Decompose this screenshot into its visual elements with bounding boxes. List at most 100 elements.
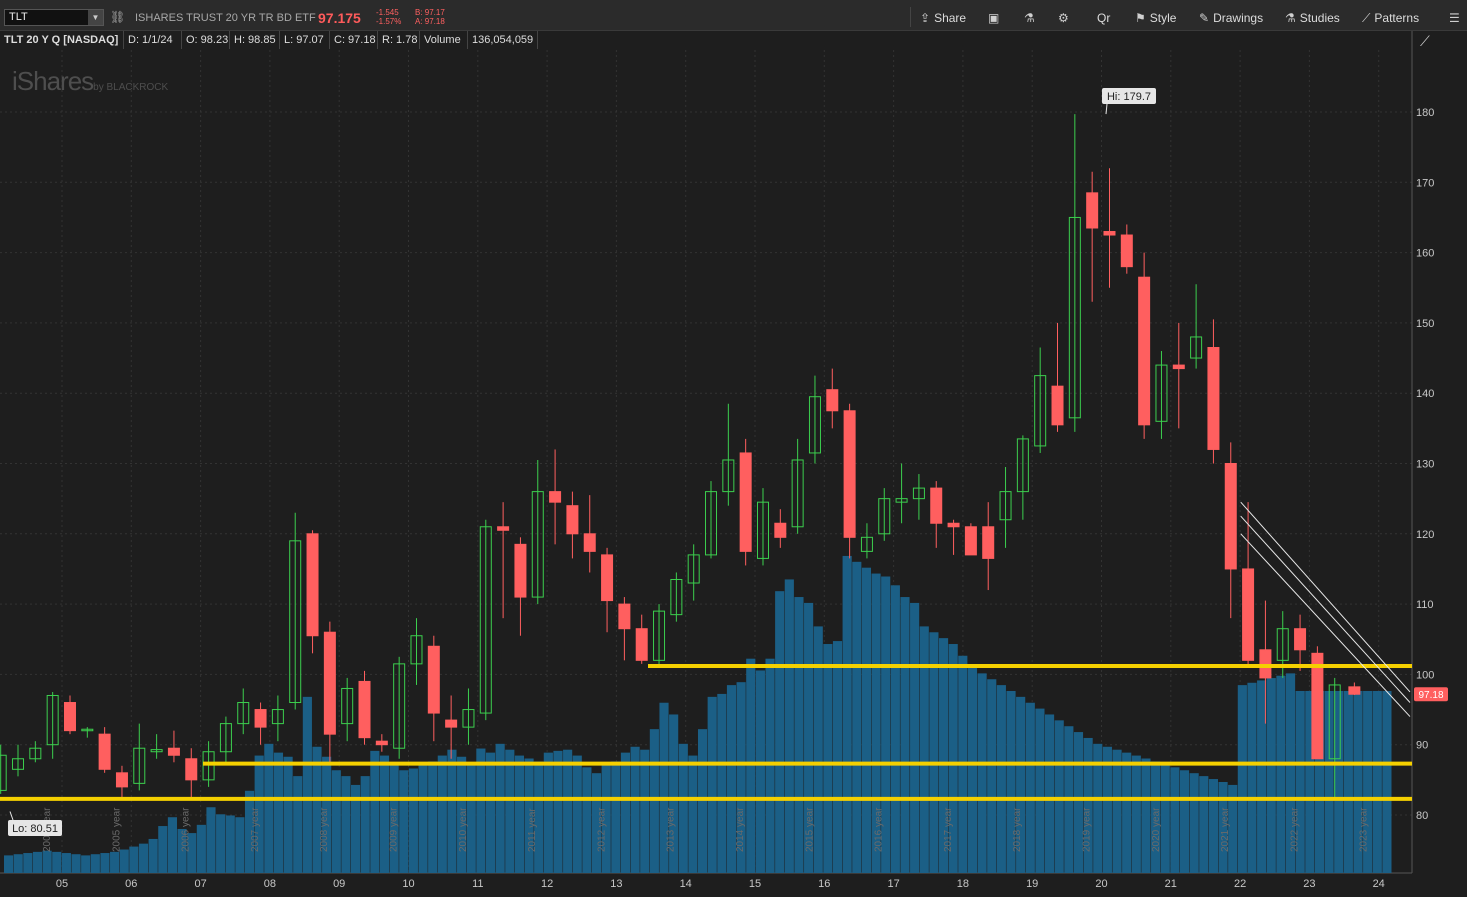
settings-button[interactable]: ⚙ (1058, 11, 1073, 25)
candle (999, 467, 1012, 548)
trend-channel[interactable] (1240, 501, 1411, 717)
chart-snapshot-button[interactable]: ▣ (988, 11, 1003, 25)
symbol-input[interactable]: TLT ▼ (4, 9, 104, 26)
volume-bar (1093, 743, 1103, 873)
volume-bar (1382, 690, 1392, 873)
flask-button[interactable]: ⚗ (1024, 11, 1039, 25)
candle-body (1086, 192, 1099, 229)
candle (843, 403, 856, 559)
volume-bar (71, 854, 81, 873)
volume-bar (90, 854, 100, 873)
year-marker: 2020 year (1151, 807, 1162, 852)
time-tick-label: 22 (1234, 878, 1246, 890)
toolbar-separator (910, 7, 911, 27)
candle (254, 702, 267, 745)
volume-bar (765, 658, 775, 873)
time-tick-label: 06 (125, 878, 137, 890)
low-label-pointer (9, 811, 14, 821)
candle-body (237, 702, 250, 725)
candle-body (462, 709, 475, 728)
candle (427, 635, 440, 742)
info-open: O: 98.23 (182, 31, 230, 49)
info-date: D: 1/1/24 (124, 31, 182, 49)
candle (1348, 682, 1361, 695)
drawing-tool-icon[interactable]: ⟋ (1420, 33, 1430, 49)
candle (826, 368, 839, 429)
chevron-down-icon[interactable]: ▼ (88, 10, 103, 25)
gear-icon: ⚙ (1058, 11, 1069, 25)
candle-body (635, 628, 648, 661)
volume-bar (302, 696, 312, 873)
year-marker: 2015 year (804, 807, 815, 852)
bid-price: B: 97.17 (415, 8, 445, 17)
volume-bar (110, 851, 120, 873)
price-tick-label: 100 (1416, 669, 1434, 681)
volume-bar (1141, 758, 1151, 873)
candle (583, 495, 596, 573)
candle-body (653, 610, 666, 661)
volume-bar (688, 755, 698, 873)
volume-bar (929, 632, 939, 873)
volume-bar (1324, 690, 1334, 873)
candle (1155, 351, 1168, 439)
volume-bar (138, 843, 149, 873)
volume-bar (505, 749, 515, 873)
candle-body (601, 554, 614, 602)
volume-bar (1179, 770, 1190, 873)
candle-body (1328, 684, 1341, 760)
drawings-button[interactable]: ✎ Drawings (1199, 11, 1264, 25)
candle-body (479, 526, 492, 714)
candle (29, 741, 42, 763)
studies-button[interactable]: ⚗ Studies (1285, 11, 1340, 25)
volume-bar (775, 591, 785, 873)
style-button[interactable]: ⚑ Style (1135, 11, 1177, 25)
year-marker: 2013 year (666, 807, 677, 852)
candle-body (583, 533, 596, 552)
link-icon[interactable]: ⛓ (110, 10, 126, 24)
candle-body (393, 663, 406, 749)
high-label: Hi: 179.7 (1107, 91, 1151, 103)
volume-bar (4, 855, 14, 873)
volume-bar (842, 555, 852, 873)
candle-body (1138, 276, 1151, 426)
info-volume-label: Volume (420, 31, 468, 49)
volume-bar (1363, 690, 1373, 873)
time-tick-label: 19 (1026, 878, 1038, 890)
candle (445, 695, 458, 759)
candle-body (497, 526, 510, 531)
candles (0, 114, 1361, 798)
candle (791, 438, 804, 534)
patterns-button[interactable]: ⟋ Patterns (1362, 11, 1420, 25)
time-tick-label: 14 (680, 878, 692, 890)
volume-bar (158, 826, 168, 873)
volume-bar (428, 761, 438, 873)
volume-bar (746, 658, 756, 873)
volume-bar (254, 755, 264, 873)
support-lines[interactable] (0, 663, 1412, 801)
share-button[interactable]: ⇪ Share (920, 11, 967, 25)
last-price-label: 97.18 (1418, 690, 1443, 701)
candle (1034, 347, 1047, 453)
candle-body (1016, 438, 1029, 493)
candle (46, 691, 59, 759)
volume-bar (235, 817, 245, 873)
candle-body (323, 631, 336, 735)
trend-line (1240, 533, 1411, 717)
candle (497, 502, 510, 619)
volume-bar (1102, 746, 1112, 873)
volume-bar (81, 855, 91, 873)
volume-bar (370, 750, 380, 873)
time-tick-label: 09 (333, 878, 345, 890)
volume-bar (1276, 675, 1286, 873)
menu-button[interactable]: ☰ (1449, 11, 1464, 25)
volume-bar (611, 761, 621, 873)
candle-body (219, 723, 232, 753)
ishares-logo: iSharesby BLACKROCK (12, 66, 169, 96)
volume-bar (678, 743, 688, 873)
candle-body (722, 459, 735, 493)
quick-button[interactable]: Qr (1097, 11, 1111, 25)
top-toolbar: TLT ▼ ⛓ ISHARES TRUST 20 YR TR BD ETF 97… (0, 0, 1467, 31)
candle (393, 656, 406, 759)
volume-bar (1083, 737, 1093, 873)
